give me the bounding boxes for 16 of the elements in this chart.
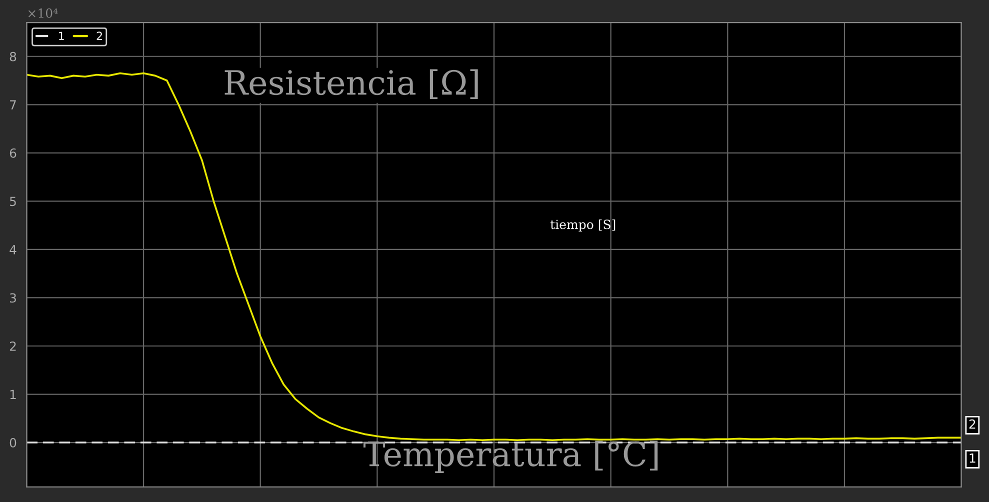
y-tick-label: 5	[10, 196, 16, 206]
y-tick-label: 2	[10, 341, 16, 351]
y-tick-label: 3	[10, 293, 16, 303]
text: ×10⁴	[28, 8, 58, 18]
y-tick-label: 6	[10, 148, 16, 158]
text: 1	[970, 454, 976, 463]
annotation: tiempo [S]	[550, 219, 616, 232]
y-tick-label: 0	[10, 438, 16, 448]
legend-label: 1	[59, 32, 64, 40]
y-tick-label: 1	[10, 390, 16, 400]
y-tick-label: 8	[10, 52, 16, 62]
text: 2	[969, 419, 976, 429]
annotation: Resistencia [Ω]	[224, 69, 478, 99]
y-tick-label: 7	[10, 100, 16, 110]
y-tick-label: 4	[10, 245, 16, 254]
legend-label: 2	[96, 32, 102, 40]
